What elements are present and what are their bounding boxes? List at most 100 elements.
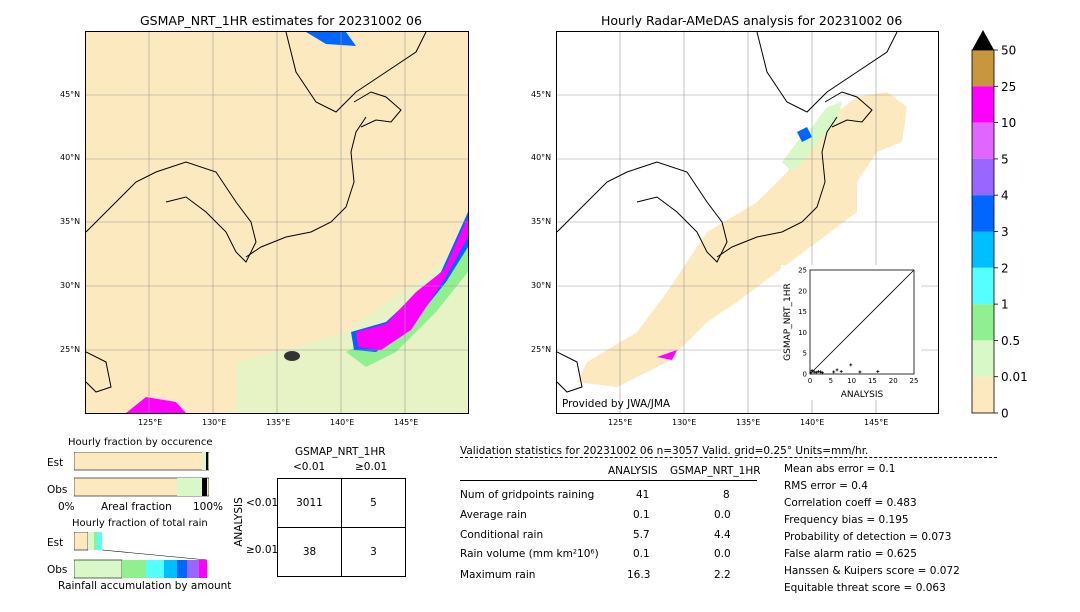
scatter-plot: 00 5 5 10 10 15 15 20 20 25 25 ANALYSIS GSMAP_NRT_1H… [783,267,919,401]
left-lon-tick: 135°E [266,418,291,427]
score-line: RMS error = 0.4 [784,480,868,492]
scatter-point [849,363,853,367]
colorbar-segment [972,195,994,232]
validation-row-analysis: 41 [636,489,650,501]
contingency-col-title: GSMAP_NRT_1HR [295,446,386,458]
scatter-y-tick: 25 [798,267,807,275]
right-lon-tick: 135°E [736,418,761,427]
validation-row-label: Rain volume (mm km²10⁶) [460,548,599,560]
score-line: Equitable threat score = 0.063 [784,582,946,594]
total-title: Hourly fraction of total rain [72,518,208,529]
total-bars [73,531,210,580]
right-lon-tick: 140°E [800,418,825,427]
right-lat-tick: 35°N [531,217,552,226]
score-line: Probability of detection = 0.073 [784,531,952,543]
colorbar-label: 25 [1001,80,1016,94]
provider-label: Provided by JWA/JMA [562,398,671,410]
scatter-point [820,371,824,375]
occurrence-row-est: Est [47,457,64,469]
validation-table-line [460,480,757,481]
left-map [85,31,469,414]
colorbar-segment [972,267,994,305]
scatter-y-tick: 15 [798,308,807,316]
score-line: Correlation coeff = 0.483 [784,497,917,509]
validation-row-analysis: 16.3 [627,569,651,581]
rain-n [306,32,356,46]
right-lon-tick: 125°E [608,418,633,427]
colorbar-label: 0 [1001,407,1009,421]
left-coastline [86,32,427,393]
right-map-svg [557,32,938,413]
scatter-point [814,370,818,374]
scatter-x-tick: 5 [829,377,833,385]
validation-row-gsmap: 2.2 [714,569,731,581]
colorbar-segment [972,158,994,196]
contingency-cell: 38 [277,527,342,577]
colorbar-segment [972,122,994,159]
validation-header: Validation statistics for 20231002 06 n=… [460,445,869,457]
total-row-est: Est [47,537,64,549]
right-map-title: Hourly Radar-AMeDAS analysis for 2023100… [601,13,903,28]
validation-row-gsmap: 0.0 [714,548,731,560]
scatter-point [876,370,880,374]
occurrence-axis-left: 0% [58,501,75,513]
colorbar-svg: 50 25 10 5 4 3 2 1 0.5 0.01 0 [971,30,1028,421]
validation-row-label: Num of gridpoints raining [460,489,595,501]
scatter-xlabel: ANALYSIS [841,390,884,400]
validation-row-gsmap: 8 [723,489,730,501]
colorbar-label: 1 [1001,298,1009,312]
scatter-x-tick: 0 [808,377,812,385]
left-lat-tick: 30°N [60,281,81,290]
score-line: False alarm ratio = 0.625 [784,548,917,560]
colorbar-label: 50 [1001,44,1016,58]
scatter-point [812,370,816,374]
scatter-y-tick: 20 [798,287,807,295]
colorbar-arrow [972,30,994,50]
validation-row-analysis: 0.1 [633,548,650,560]
scatter-point [810,369,814,373]
occurrence-axis-mid: Areal fraction [101,501,172,513]
occurrence-axis-right: 100% [193,501,224,513]
scatter-point [858,370,862,374]
contingency-row-title: ANALYSIS [232,497,245,547]
contingency-row-header: ≥0.01 [246,544,279,556]
total-row-obs: Obs [47,564,68,576]
radar-magenta [657,350,677,360]
validation-row-analysis: 0.1 [633,509,650,521]
scatter-x-tick: 20 [889,377,898,385]
colorbar-label: 4 [1001,189,1009,203]
left-grid [86,32,468,413]
scatter-point [835,368,839,372]
right-coastline [557,32,898,393]
colorbar-label: 3 [1001,225,1009,239]
left-lon-tick: 125°E [138,418,163,427]
scatter-x-tick: 10 [847,377,856,385]
validation-row-label: Average rain [460,509,527,521]
rain-band-light [236,232,468,413]
radar-coverage [577,92,907,387]
right-lat-tick: 25°N [531,345,552,354]
occurrence-bars [73,451,210,498]
scatter-point [809,371,813,375]
contingency-col-header: ≥0.01 [355,461,388,473]
scatter-ylabel: GSMAP_NRT_1HR [783,283,793,361]
colorbar-segment [972,304,994,341]
radar-blue [797,127,812,142]
left-lat-tick: 35°N [60,217,81,226]
right-lon-tick: 130°E [672,418,697,427]
contingency-cell: 3 [341,527,406,577]
rain-core-brown [284,351,300,361]
left-lat-tick: 45°N [60,90,81,99]
validation-row-analysis: 5.7 [633,529,650,541]
validation-row-label: Conditional rain [460,529,544,541]
scatter-point [839,370,843,374]
diagonal-line [809,269,915,375]
colorbar-label: 2 [1001,261,1009,275]
rain-band-green [346,242,468,367]
validation-row-gsmap: 4.4 [714,529,731,541]
left-lon-tick: 130°E [202,418,227,427]
occurrence-title: Hourly fraction by occurence [68,437,213,448]
scatter-x-tick: 25 [910,377,919,385]
score-line: Mean abs error = 0.1 [784,463,896,475]
contingency-table: 3011 5 38 3 [277,478,406,577]
